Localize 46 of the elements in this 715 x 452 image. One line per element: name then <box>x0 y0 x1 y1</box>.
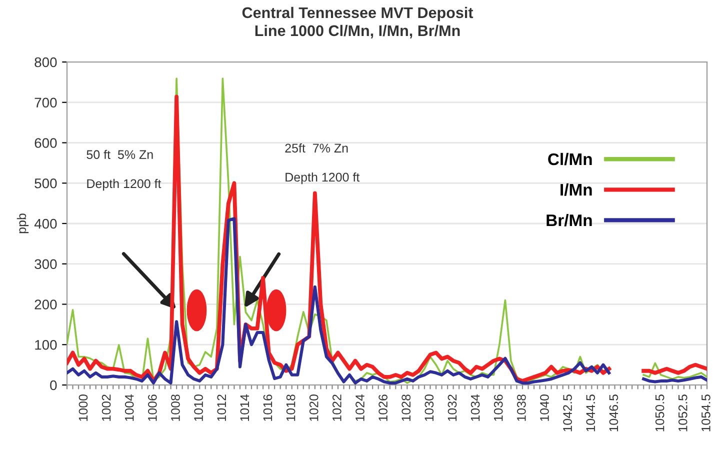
y-tick-label: 200 <box>34 300 57 310</box>
x-tick-label: 1040 <box>540 394 549 421</box>
x-tick-label: 1020 <box>309 394 318 421</box>
y-tick-label: 300 <box>34 259 57 270</box>
y-tick-label: 800 <box>34 57 57 68</box>
x-tick-label: 1052.5 <box>678 394 688 432</box>
y-tick-label: 0 <box>50 380 57 390</box>
annotation: 50 ft 5% Zn <box>86 150 153 160</box>
y-tick-label: 400 <box>34 218 57 229</box>
x-tick-label: 1016 <box>263 394 272 421</box>
y-tick-label: 700 <box>34 98 57 108</box>
x-tick-label: 1002 <box>102 394 111 421</box>
x-tick-label: 1010 <box>194 394 203 421</box>
x-tick-label: 1038 <box>517 394 526 421</box>
x-tick-label: 1044.5 <box>586 394 596 432</box>
x-tick-label: 1046.5 <box>609 394 618 432</box>
chart-subtitle: Line 1000 Cl/Mn, I/Mn, Br/Mn <box>255 24 460 38</box>
legend-label: I/Mn <box>560 183 592 196</box>
annotation: Depth 1200 ft <box>87 178 162 191</box>
x-tick-label: 1008 <box>171 394 180 421</box>
x-tick-label: 1028 <box>402 394 411 421</box>
x-tick-label: 1004 <box>124 394 134 421</box>
x-tick-label: 1006 <box>148 394 157 421</box>
x-tick-label: 1032 <box>448 394 457 421</box>
x-tick-label: 1012 <box>217 394 226 421</box>
x-tick-label: 1042.5 <box>563 394 572 432</box>
x-tick-label: 1018 <box>286 394 296 421</box>
x-tick-label: 1036 <box>494 394 503 421</box>
y-tick-label: 600 <box>34 138 57 148</box>
annotation: Depth 1200 ft <box>286 172 360 184</box>
legend-label: Br/Mn <box>546 214 592 226</box>
x-tick-label: 1026 <box>378 394 388 421</box>
x-tick-label: 1000 <box>78 394 88 421</box>
legend-label: Cl/Mn <box>548 152 592 166</box>
y-axis-title: ppb <box>16 214 29 234</box>
chart-title: Central Tennessee MVT Deposit <box>242 6 474 22</box>
y-tick-label: 500 <box>34 178 57 188</box>
annotation: 25ft 7% Zn <box>285 143 348 153</box>
x-tick-label: 1024 <box>356 394 364 421</box>
y-tick-label: 100 <box>35 340 57 350</box>
x-tick-label: 1022 <box>332 394 342 421</box>
x-tick-label: 1030 <box>424 394 434 421</box>
x-tick-label: 1014 <box>240 394 250 421</box>
x-tick-label: 1050.5 <box>655 394 664 432</box>
x-tick-label: 1054.5 <box>702 394 710 432</box>
x-tick-label: 1034 <box>470 394 480 421</box>
